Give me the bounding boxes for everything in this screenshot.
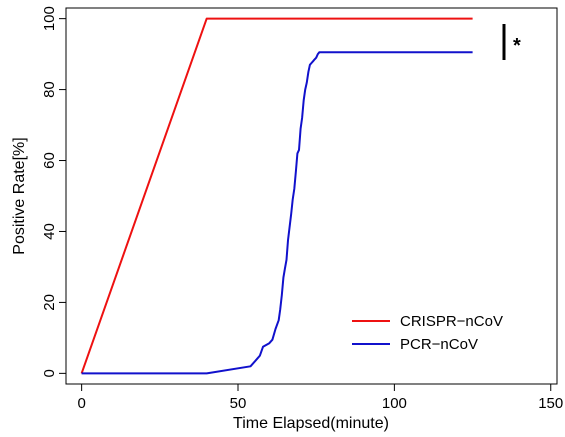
y-tick-label: 20 <box>41 294 58 311</box>
significance-asterisk: * <box>513 35 521 57</box>
y-tick-label: 80 <box>41 81 58 98</box>
legend-label: CRISPR−nCoV <box>400 313 503 330</box>
x-tick-label: 150 <box>538 395 563 412</box>
significance-marker: * <box>504 24 521 60</box>
y-tick-label: 100 <box>41 6 58 31</box>
x-tick-label: 0 <box>77 395 85 412</box>
x-axis: 0 50 100 150 <box>77 384 563 412</box>
y-axis: 0 20 40 60 80 100 <box>41 6 66 377</box>
x-tick-label: 50 <box>230 395 247 412</box>
y-tick-label: 60 <box>41 152 58 169</box>
x-tick-label: 100 <box>382 395 407 412</box>
y-tick-label: 40 <box>41 223 58 240</box>
y-tick-label: 0 <box>41 369 58 377</box>
legend: CRISPR−nCoV PCR−nCoV <box>352 313 503 353</box>
y-axis-label: Positive Rate[%] <box>11 137 28 254</box>
x-axis-label: Time Elapsed(minute) <box>233 415 389 432</box>
legend-label: PCR−nCoV <box>400 336 478 353</box>
